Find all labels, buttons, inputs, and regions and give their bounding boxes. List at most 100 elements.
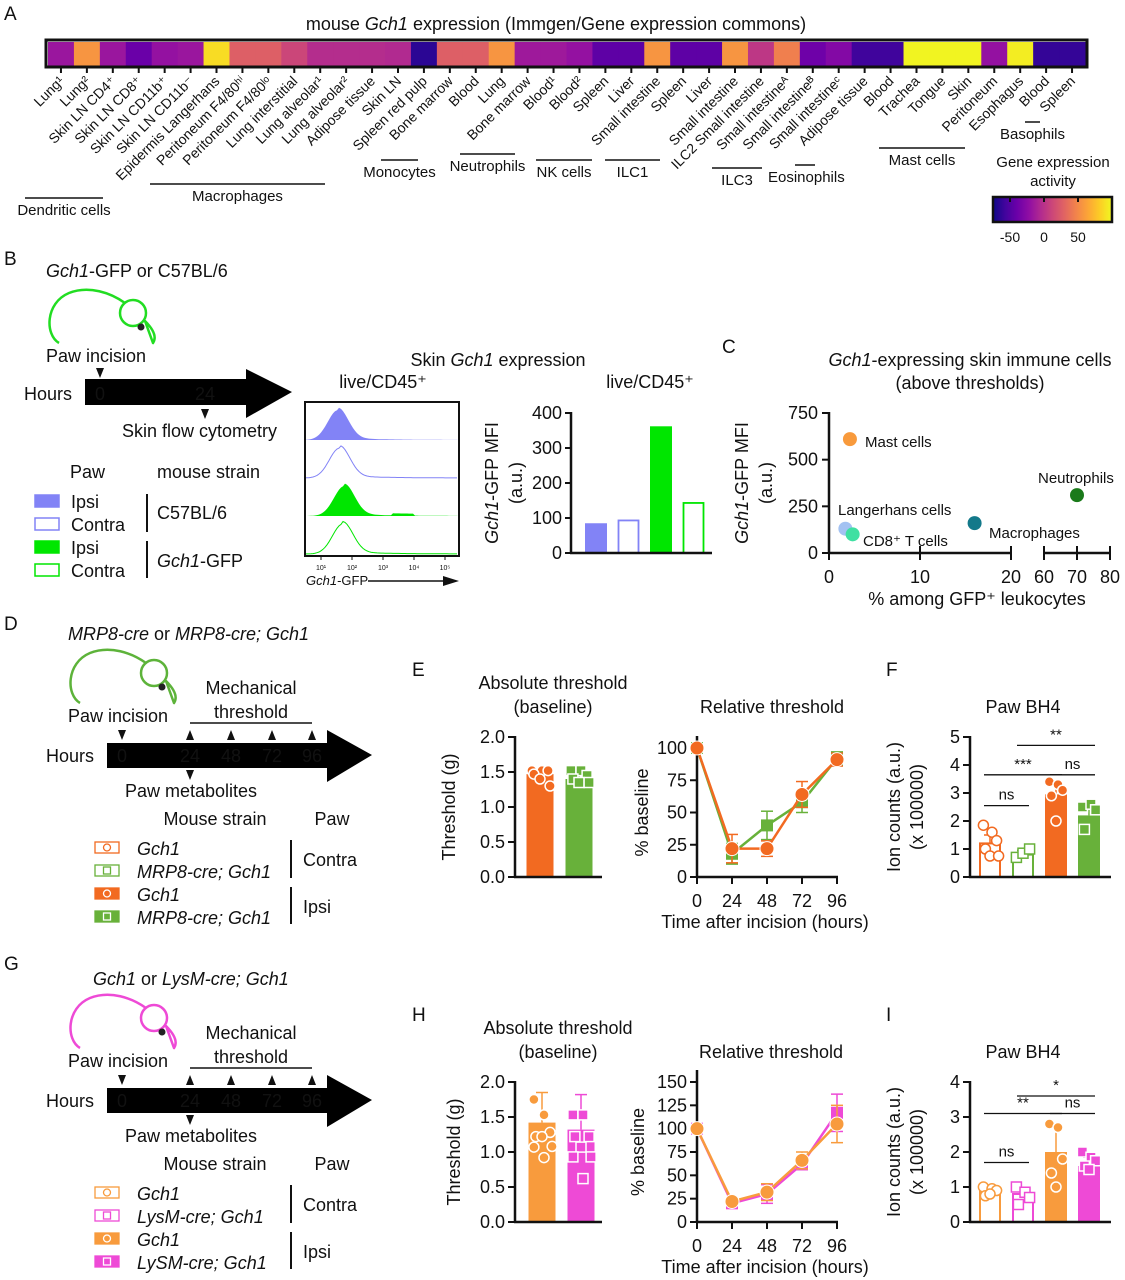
data-point-square <box>585 1151 597 1163</box>
mouse-body <box>69 993 177 1050</box>
bar <box>585 523 607 553</box>
group-label: Basophils <box>1000 126 1065 143</box>
y-axis-label: (x 100000) <box>907 1109 927 1195</box>
panel-c-scatter: Gch1-expressing skin immune cells(above … <box>732 350 1120 609</box>
heatmap-cell <box>436 42 464 66</box>
timepoint-marker <box>118 730 126 740</box>
series-marker-circle <box>794 786 810 802</box>
chart-title: Paw BH4 <box>985 1042 1060 1062</box>
histogram-xlabel-part: -GFP <box>337 573 368 588</box>
measurement-label: Mechanical <box>205 1023 296 1043</box>
heatmap-cell <box>592 42 619 66</box>
data-point-circle <box>984 1188 996 1200</box>
incision-label: Paw incision <box>46 346 146 366</box>
panel-letter: I <box>886 1005 891 1026</box>
data-point-circle <box>977 819 990 831</box>
data-point-circle <box>538 1151 550 1164</box>
data-point-circle <box>990 834 1003 847</box>
point-label: Langerhans cells <box>838 502 951 519</box>
colorbar-tick-label: 50 <box>1070 229 1086 245</box>
x-tick-label: 60 <box>1034 567 1054 587</box>
scatter-point <box>845 527 860 542</box>
series-marker-circle <box>829 752 845 768</box>
legend-strain: MRP8-cre; Gch1 <box>137 908 271 928</box>
x-tick-label: 24 <box>722 891 742 911</box>
heatmap-cell <box>488 42 516 66</box>
timepoint: 48 <box>221 746 241 766</box>
panel-letter: F <box>886 660 898 681</box>
strain-title-part: LysM-cre; Gch1 <box>162 969 289 989</box>
heatmap-cell <box>255 42 282 66</box>
heatmap-cell <box>981 42 1008 66</box>
series-marker-square <box>761 819 773 832</box>
legend-header: Paw <box>314 1154 350 1174</box>
mouse-body <box>48 288 156 345</box>
bar <box>682 502 705 554</box>
y-tick-label: 100 <box>657 1119 687 1139</box>
y-tick-label: 1 <box>950 839 960 859</box>
timeline-arrow <box>107 730 372 782</box>
legend-marker-square <box>102 866 112 875</box>
bar <box>650 426 672 553</box>
heatmap-cell <box>203 42 230 66</box>
legend-strain: MRP8-cre; Gch1 <box>137 862 271 882</box>
y-axis-label: Ion counts (a.u.) <box>884 742 904 872</box>
histogram-tick-label: 10¹ <box>316 565 327 572</box>
measurement-label: threshold <box>214 1047 288 1067</box>
data-point-circle <box>528 1093 540 1106</box>
x-tick-label: 48 <box>757 1236 777 1256</box>
scatter-title-part: (above thresholds) <box>895 373 1044 393</box>
y-tick-label: 0 <box>677 1212 687 1232</box>
series-marker-circle <box>759 1184 775 1200</box>
heatmap-cell <box>1007 42 1034 66</box>
heatmap-cell <box>799 42 827 66</box>
histogram-curve <box>304 445 457 479</box>
chart-supertitle: Skin Gch1 expression <box>410 350 585 370</box>
y-tick-label: 1.5 <box>480 762 505 782</box>
bar <box>617 519 640 554</box>
data-point-circle <box>528 1141 540 1153</box>
heatmap-cell <box>385 42 412 66</box>
heatmap-cell <box>99 42 127 66</box>
data-point-square <box>573 776 585 789</box>
group-label: NK cells <box>536 164 591 181</box>
scatter-title-part: Gch1 <box>828 350 871 370</box>
timepoint-marker <box>186 1075 194 1085</box>
legend-strain: Gch1 <box>137 1230 180 1250</box>
colorbar-tick-label: 0 <box>1040 229 1048 245</box>
timepoint: 24 <box>180 746 200 766</box>
heatmap-cell <box>696 42 723 66</box>
histogram-title: live/CD45⁺ <box>339 372 427 392</box>
histogram-xlabel: Gch1-GFP <box>306 573 368 588</box>
metabolite-marker <box>186 770 194 780</box>
significance-label: * <box>1053 1077 1059 1094</box>
significance-label: ns <box>999 787 1015 804</box>
x-tick-label: 72 <box>792 891 812 911</box>
x-tick-label: 0 <box>692 891 702 911</box>
x-tick-label: 10 <box>910 567 930 587</box>
mouse-icon <box>69 993 177 1050</box>
colorbar-title: Gene expression <box>996 154 1109 171</box>
legend-header: Mouse strain <box>163 809 266 829</box>
heatmap-cell <box>929 42 956 66</box>
heatmap-cell <box>644 42 671 66</box>
data-point-circle <box>542 764 554 777</box>
point-label: CD8⁺ T cells <box>863 533 948 550</box>
timepoint-marker <box>186 730 194 740</box>
data-point-square <box>577 1172 589 1185</box>
legend-label: Contra <box>71 515 126 535</box>
chart-title: Absolute threshold <box>483 1018 632 1038</box>
x-tick-label: 20 <box>1001 567 1021 587</box>
data-point-square <box>569 1130 581 1143</box>
data-point-square <box>1023 1191 1036 1204</box>
group-label: Neutrophils <box>450 158 526 175</box>
timepoint-marker <box>308 730 316 740</box>
heatmap-category-label: Blood <box>445 73 482 110</box>
heatmap-cell <box>747 42 775 66</box>
histogram-tick-label: 10² <box>347 565 358 572</box>
metabolite-label: Paw metabolites <box>125 781 257 801</box>
data-point-circle <box>1045 790 1058 802</box>
metabolite-marker <box>186 1115 194 1125</box>
